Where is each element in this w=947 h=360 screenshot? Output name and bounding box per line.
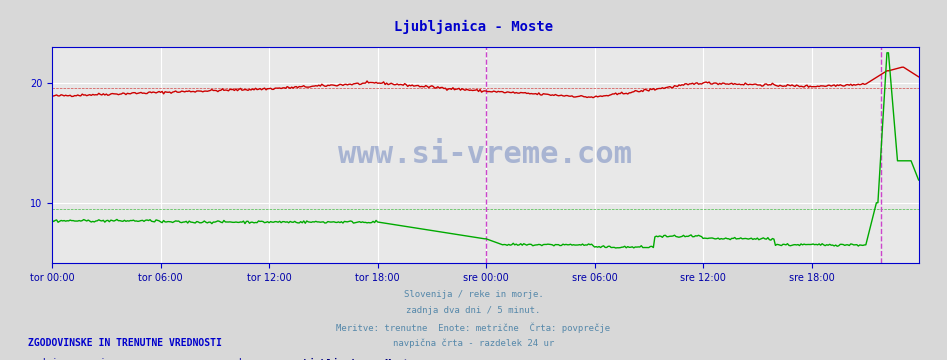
Text: Slovenija / reke in morje.: Slovenija / reke in morje. (403, 290, 544, 299)
Text: min.:: min.: (95, 358, 124, 360)
Text: www.si-vreme.com: www.si-vreme.com (338, 140, 633, 169)
Text: navpična črta - razdelek 24 ur: navpična črta - razdelek 24 ur (393, 338, 554, 348)
Text: povpr.:: povpr.: (161, 358, 202, 360)
Text: Meritve: trenutne  Enote: metrične  Črta: povprečje: Meritve: trenutne Enote: metrične Črta: … (336, 322, 611, 333)
Text: Ljubljanica - Moste: Ljubljanica - Moste (303, 358, 415, 360)
Text: sedaj:: sedaj: (28, 358, 63, 360)
Text: Ljubljanica - Moste: Ljubljanica - Moste (394, 20, 553, 34)
Text: zadnja dva dni / 5 minut.: zadnja dva dni / 5 minut. (406, 306, 541, 315)
Text: maks.:: maks.: (227, 358, 262, 360)
Text: ZGODOVINSKE IN TRENUTNE VREDNOSTI: ZGODOVINSKE IN TRENUTNE VREDNOSTI (28, 338, 223, 348)
